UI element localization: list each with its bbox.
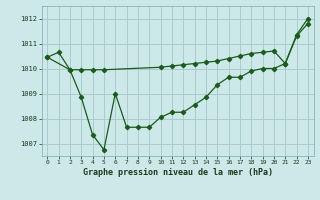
X-axis label: Graphe pression niveau de la mer (hPa): Graphe pression niveau de la mer (hPa) [83,168,273,177]
